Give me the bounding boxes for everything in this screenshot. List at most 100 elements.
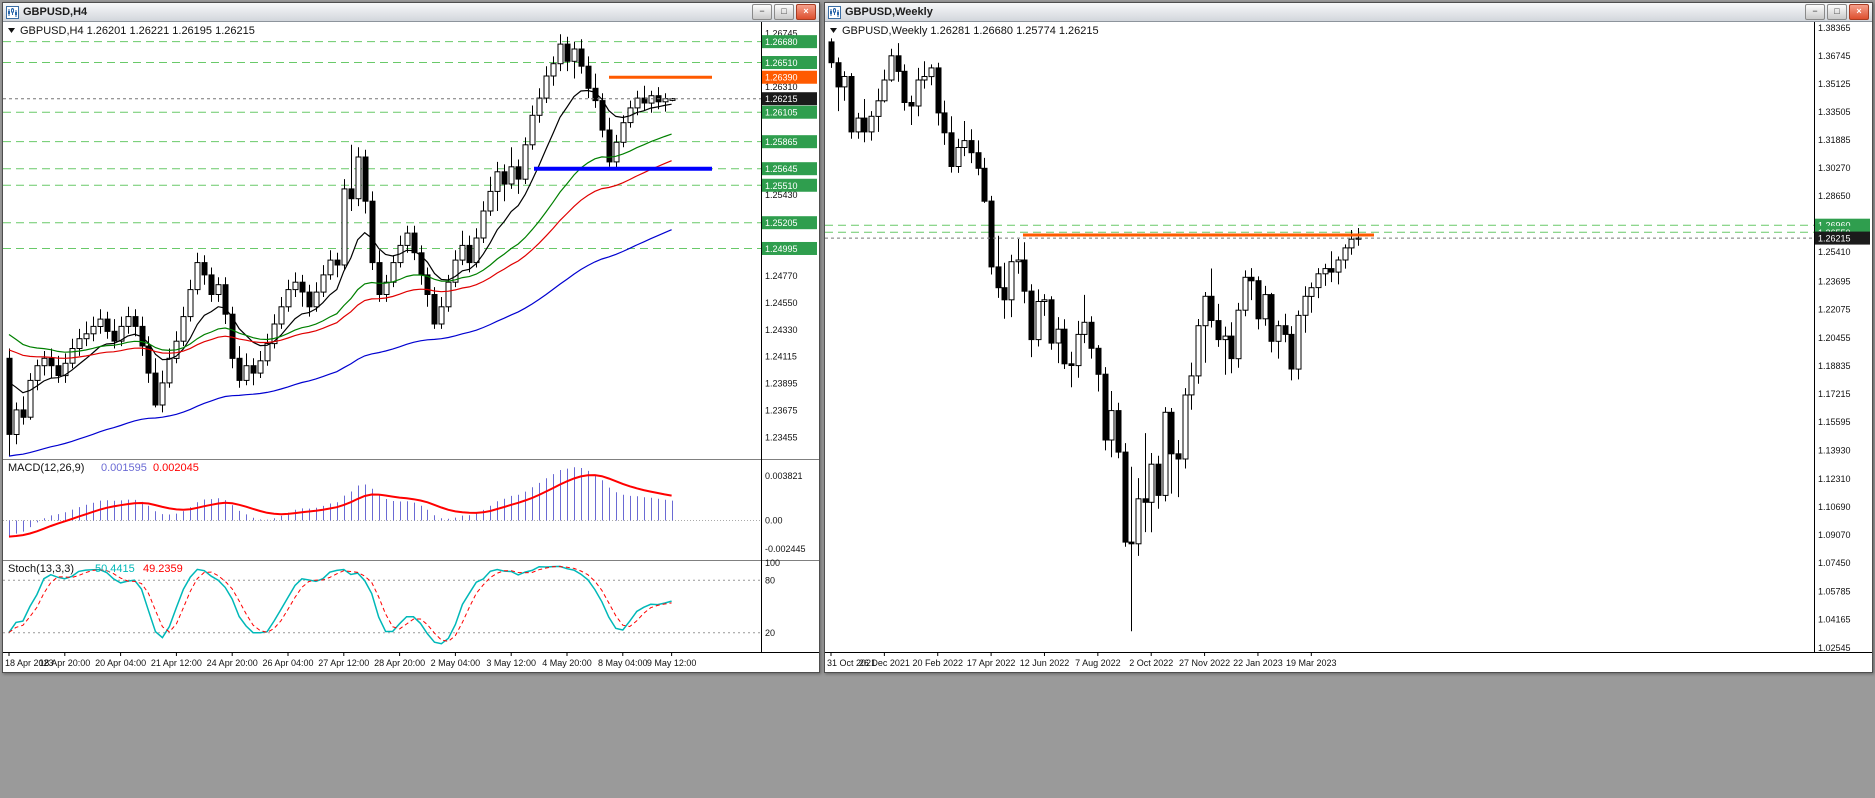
svg-text:1.28650: 1.28650 xyxy=(1818,191,1851,201)
minimize-button[interactable]: − xyxy=(1805,4,1825,20)
svg-text:1.10690: 1.10690 xyxy=(1818,502,1851,512)
h4-window: GBPUSD,H4 − □ × 1.267451.265301.263101.2… xyxy=(2,2,820,673)
svg-text:1.24995: 1.24995 xyxy=(765,244,798,254)
h4-window-title: GBPUSD,H4 xyxy=(23,6,88,18)
macd-header: MACD(12,26,9) xyxy=(8,462,84,474)
svg-text:27 Apr 12:00: 27 Apr 12:00 xyxy=(318,658,369,668)
price-badge xyxy=(762,92,817,106)
ohlc-header: GBPUSD,H4 1.26201 1.26221 1.26195 1.2621… xyxy=(20,25,255,37)
svg-text:1.25205: 1.25205 xyxy=(765,218,798,228)
price-badge xyxy=(762,162,817,176)
price-badge xyxy=(762,216,817,230)
svg-text:1.24550: 1.24550 xyxy=(765,298,798,308)
svg-text:2 Oct 2022: 2 Oct 2022 xyxy=(1129,658,1173,668)
chart-icon xyxy=(828,5,841,19)
svg-text:1.25645: 1.25645 xyxy=(765,164,798,174)
h4-chart-canvas[interactable]: 1.267451.265301.263101.260901.258651.256… xyxy=(3,22,819,672)
h4-chart: 1.267451.265301.263101.260901.258651.256… xyxy=(3,22,819,672)
candles xyxy=(828,38,1362,632)
chart-icon xyxy=(6,5,19,19)
svg-text:1.25430: 1.25430 xyxy=(765,190,798,200)
svg-text:1.05785: 1.05785 xyxy=(1818,587,1851,597)
candles xyxy=(6,34,676,457)
price-axis: 1.38365 1.36745 1.35125 1.33505 1.31885 1.302… xyxy=(1818,23,1851,653)
price-badge xyxy=(762,70,817,84)
ma-mid-green xyxy=(8,133,672,353)
ohlc-header: GBPUSD,Weekly 1.26281 1.26680 1.25774 1.… xyxy=(842,25,1099,37)
svg-text:9 May 12:00: 9 May 12:00 xyxy=(647,658,697,668)
svg-text:17 Apr 2022: 17 Apr 2022 xyxy=(967,658,1016,668)
svg-text:1.26680: 1.26680 xyxy=(765,37,798,47)
svg-text:1.26390: 1.26390 xyxy=(765,73,798,83)
svg-text:1.26745: 1.26745 xyxy=(765,29,798,39)
svg-text:7 Aug 2022: 7 Aug 2022 xyxy=(1075,658,1121,668)
svg-text:8 May 04:00: 8 May 04:00 xyxy=(598,658,648,668)
svg-text:1.23695: 1.23695 xyxy=(1818,277,1851,287)
svg-text:1.25865: 1.25865 xyxy=(765,137,798,147)
svg-text:1.23675: 1.23675 xyxy=(765,406,798,416)
macd-pane: 0.003821 0.00 -0.002445 MACD(12,26,9) 0.0015… xyxy=(3,462,806,554)
ma-fast-black xyxy=(8,89,672,394)
weekly-chart: 1.38365 1.36745 1.35125 1.33505 1.31885 1.302… xyxy=(825,22,1872,672)
ma-slow-red xyxy=(8,160,672,359)
svg-text:0.00: 0.00 xyxy=(765,515,783,525)
close-button[interactable]: × xyxy=(1849,4,1869,20)
svg-text:0.001595: 0.001595 xyxy=(101,462,147,474)
price-badge xyxy=(762,35,817,49)
svg-text:80: 80 xyxy=(765,575,775,585)
svg-text:1.24330: 1.24330 xyxy=(765,325,798,335)
svg-text:12 Jun 2022: 12 Jun 2022 xyxy=(1020,658,1070,668)
svg-text:27 Nov 2022: 27 Nov 2022 xyxy=(1179,658,1230,668)
price-badge xyxy=(762,135,817,149)
price-axis: 1.267451.265301.263101.260901.258651.256… xyxy=(765,29,798,443)
svg-text:21 Apr 12:00: 21 Apr 12:00 xyxy=(151,658,202,668)
price-badge xyxy=(762,105,817,119)
symbol-marker-icon xyxy=(8,28,15,33)
weekly-window-title: GBPUSD,Weekly xyxy=(845,6,933,18)
svg-text:1.26960: 1.26960 xyxy=(1818,221,1851,231)
svg-text:20 Feb 2022: 20 Feb 2022 xyxy=(912,658,963,668)
close-button[interactable]: × xyxy=(796,4,816,20)
price-badge xyxy=(762,241,817,255)
svg-text:20: 20 xyxy=(765,628,775,638)
minimize-button[interactable]: − xyxy=(752,4,772,20)
svg-text:-0.002445: -0.002445 xyxy=(765,544,806,554)
restore-button[interactable]: □ xyxy=(774,4,794,20)
svg-text:1.18835: 1.18835 xyxy=(1818,361,1851,371)
price-badge xyxy=(762,178,817,192)
svg-text:26 Apr 04:00: 26 Apr 04:00 xyxy=(262,658,313,668)
svg-text:1.15595: 1.15595 xyxy=(1818,417,1851,427)
ma-long-blue xyxy=(8,229,672,457)
svg-text:1.26105: 1.26105 xyxy=(765,108,798,118)
svg-text:1.25410: 1.25410 xyxy=(1818,247,1851,257)
svg-text:0.003821: 0.003821 xyxy=(765,471,803,481)
svg-text:1.25510: 1.25510 xyxy=(765,181,798,191)
weekly-titlebar[interactable]: GBPUSD,Weekly − □ × xyxy=(825,3,1872,22)
price-badge xyxy=(1815,231,1870,245)
svg-text:1.23455: 1.23455 xyxy=(765,433,798,443)
stochastic-pane: 100 80 20 Stoch(13,3,3) 50.4415 49.2359 xyxy=(3,558,780,645)
svg-text:20 Apr 04:00: 20 Apr 04:00 xyxy=(95,658,146,668)
svg-text:1.12310: 1.12310 xyxy=(1818,474,1851,484)
svg-text:1.24115: 1.24115 xyxy=(765,352,797,362)
restore-button[interactable]: □ xyxy=(1827,4,1847,20)
svg-text:1.09070: 1.09070 xyxy=(1818,530,1851,540)
stoch-main-line xyxy=(8,565,672,645)
svg-text:1.26215: 1.26215 xyxy=(765,94,798,104)
svg-text:4 May 20:00: 4 May 20:00 xyxy=(542,658,592,668)
svg-text:100: 100 xyxy=(765,558,780,568)
svg-text:1.38365: 1.38365 xyxy=(1818,23,1851,33)
svg-text:19 Mar 2023: 19 Mar 2023 xyxy=(1286,658,1337,668)
svg-text:1.33505: 1.33505 xyxy=(1818,107,1851,117)
macd-signal-line xyxy=(8,474,672,538)
svg-text:1.30270: 1.30270 xyxy=(1818,163,1851,173)
svg-text:0.002045: 0.002045 xyxy=(153,462,199,474)
weekly-chart-canvas[interactable]: 1.38365 1.36745 1.35125 1.33505 1.31885 1.302… xyxy=(825,22,1872,672)
support-resistance-levels xyxy=(825,224,1814,233)
svg-text:1.07450: 1.07450 xyxy=(1818,558,1851,568)
weekly-window-controls: − □ × xyxy=(1803,4,1869,20)
h4-titlebar[interactable]: GBPUSD,H4 − □ × xyxy=(3,3,819,22)
svg-text:49.2359: 49.2359 xyxy=(143,563,183,575)
